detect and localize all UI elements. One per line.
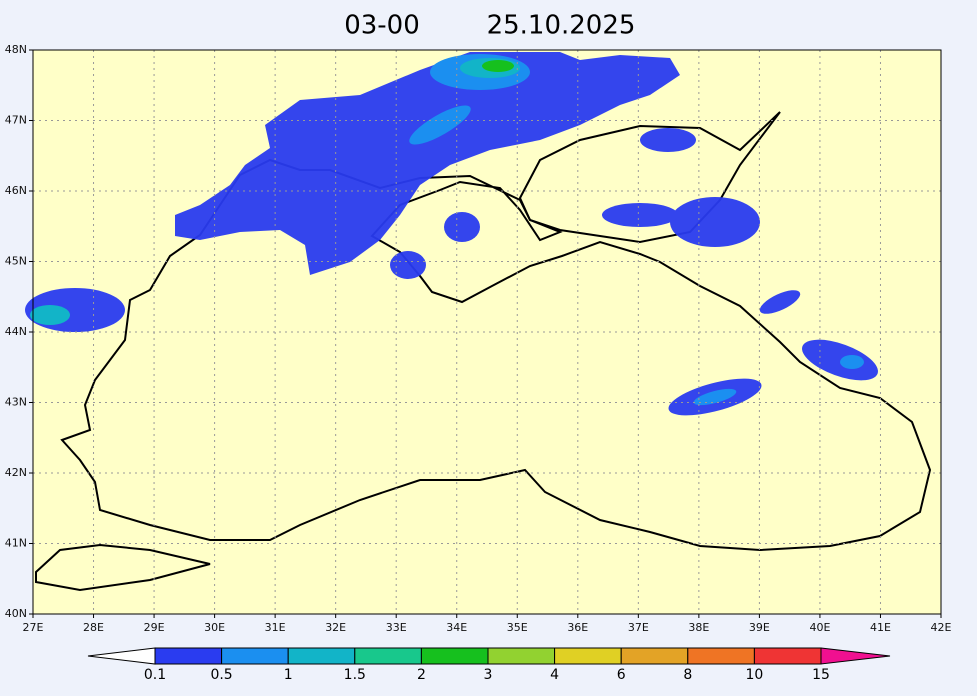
legend-swatch	[154, 647, 223, 665]
lon-label: 37E	[628, 621, 649, 634]
lon-label: 40E	[809, 621, 830, 634]
precip-area	[390, 251, 426, 279]
precip-area	[602, 203, 678, 227]
lat-label: 44N	[5, 325, 27, 338]
legend-swatch	[554, 647, 622, 665]
precip-area	[802, 339, 878, 381]
legend-swatch	[287, 647, 356, 665]
lon-label: 33E	[386, 621, 407, 634]
lon-label: 41E	[870, 621, 891, 634]
precip-area	[670, 197, 760, 247]
legend-label: 0.5	[210, 667, 232, 683]
precip-area	[482, 60, 514, 72]
title-date: 25.10.2025	[487, 11, 636, 41]
sea-of-azov	[518, 111, 781, 244]
precip-area	[640, 128, 696, 152]
title-time: 03-00	[344, 11, 420, 41]
lon-label: 36E	[567, 621, 588, 634]
legend-swatch	[354, 647, 422, 665]
lon-label: 35E	[507, 621, 528, 634]
lon-label: 42E	[931, 621, 952, 634]
precip-area	[759, 290, 801, 314]
precip-area	[444, 212, 480, 242]
legend-label: 8	[683, 667, 692, 683]
lat-label: 48N	[5, 43, 27, 56]
color-legend: 0.1 0.5 1 1.5 2 3 4 6 8 10 15	[87, 647, 891, 683]
graticule	[33, 50, 941, 614]
lat-label: 47N	[5, 114, 27, 127]
legend-swatch	[221, 647, 289, 665]
lon-label: 27E	[23, 621, 44, 634]
lon-label: 32E	[325, 621, 346, 634]
precip-area	[30, 305, 70, 325]
legend-arrow-high	[820, 647, 891, 665]
lon-label: 31E	[265, 621, 286, 634]
precip-area	[175, 52, 680, 275]
lat-label: 46N	[5, 184, 27, 197]
lat-label: 42N	[5, 466, 27, 479]
legend-label: 4	[550, 667, 559, 683]
lon-label: 29E	[144, 621, 165, 634]
lat-label: 45N	[5, 255, 27, 268]
precip-area	[840, 355, 864, 369]
legend-label: 1.5	[344, 667, 366, 683]
legend-label: 10	[745, 667, 763, 683]
lon-label: 38E	[688, 621, 709, 634]
precip-area	[693, 388, 737, 406]
legend-label: 0.1	[144, 667, 166, 683]
lon-label: 28E	[83, 621, 104, 634]
map-area	[25, 49, 942, 615]
lon-label: 39E	[749, 621, 770, 634]
legend-label: 3	[484, 667, 493, 683]
lat-label: 41N	[5, 537, 27, 550]
legend-label: 15	[812, 667, 830, 683]
legend-swatch	[487, 647, 556, 665]
lat-label: 43N	[5, 396, 27, 409]
legend-label: 1	[284, 667, 293, 683]
legend-swatch	[420, 647, 489, 665]
lon-label: 34E	[446, 621, 467, 634]
precip-area	[409, 105, 471, 145]
black-sea	[60, 158, 932, 552]
legend-swatch	[620, 647, 689, 665]
lat-label: 40N	[5, 607, 27, 620]
lon-label: 30E	[204, 621, 225, 634]
legend-swatch	[687, 647, 755, 665]
legend-label: 2	[417, 667, 426, 683]
precip-heavy	[30, 54, 864, 406]
legend-arrow-low	[87, 647, 156, 665]
sea-of-marmara	[35, 543, 211, 592]
legend-swatch	[753, 647, 822, 665]
legend-label: 6	[617, 667, 626, 683]
